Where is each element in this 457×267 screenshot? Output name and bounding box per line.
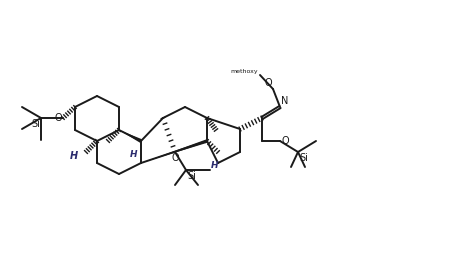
Text: O: O	[171, 153, 179, 163]
Text: H: H	[211, 161, 219, 170]
Polygon shape	[119, 130, 142, 143]
Text: Si: Si	[299, 153, 308, 163]
Polygon shape	[141, 139, 207, 163]
Text: Si: Si	[187, 171, 196, 181]
Text: methoxy: methoxy	[230, 69, 258, 74]
Text: Si: Si	[31, 119, 40, 129]
Text: O: O	[54, 113, 62, 123]
Text: N: N	[281, 96, 288, 106]
Text: O: O	[281, 136, 289, 146]
Text: O: O	[265, 78, 272, 88]
Text: H: H	[130, 150, 138, 159]
Text: H: H	[70, 151, 78, 161]
